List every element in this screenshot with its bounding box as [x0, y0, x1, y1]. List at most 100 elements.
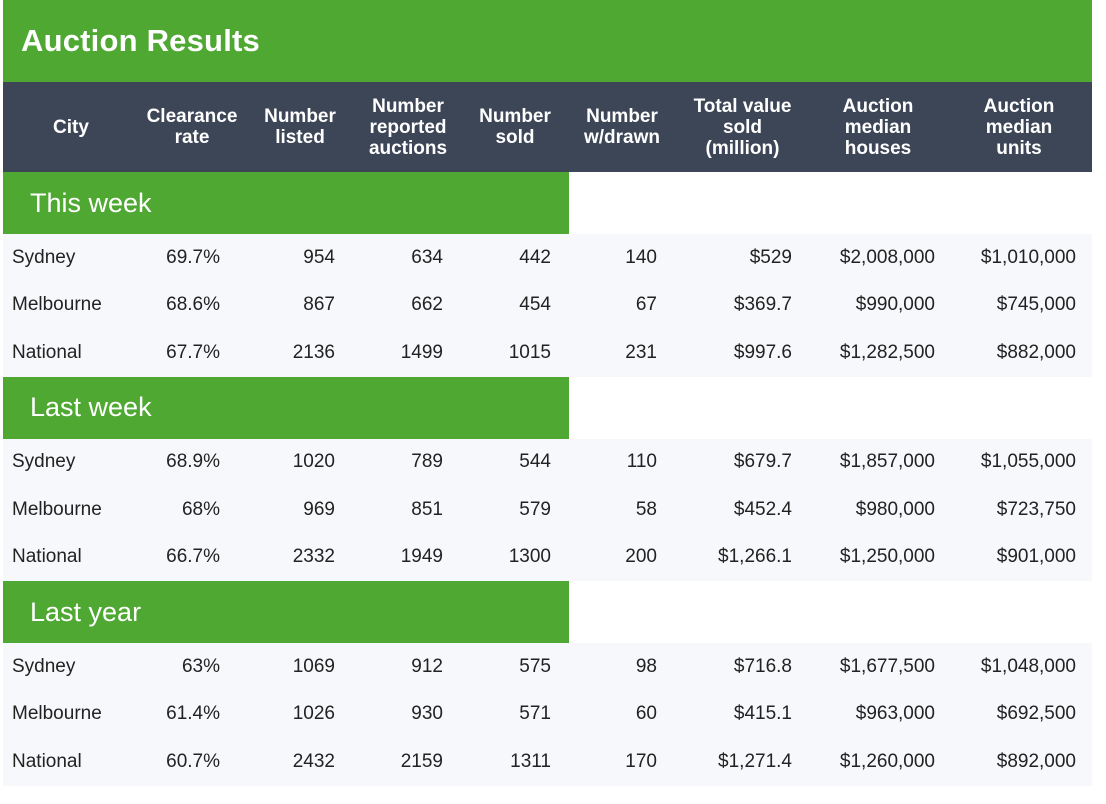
cell-number-reported-auctions: 789 — [355, 438, 461, 486]
cell-number-sold: 454 — [461, 281, 569, 329]
results-table: City Clearance rate Number listed Number re… — [3, 82, 1092, 786]
cell-auction-median-units: $1,048,000 — [946, 643, 1092, 691]
cell-auction-median-houses: $1,250,000 — [810, 533, 946, 581]
cell-total-value-sold: $716.8 — [675, 643, 810, 691]
cell-city: Melbourne — [3, 690, 139, 738]
cell-number-listed: 1020 — [245, 438, 355, 486]
cell-clearance-rate: 60.7% — [139, 738, 245, 786]
table-row: Melbourne 68% 969 851 579 58 $452.4 $980,000 $72… — [3, 486, 1092, 534]
cell-auction-median-houses: $1,857,000 — [810, 438, 946, 486]
cell-number-reported-auctions: 662 — [355, 281, 461, 329]
cell-number-reported-auctions: 912 — [355, 643, 461, 691]
title-bar: Auction Results — [3, 0, 1092, 82]
cell-auction-median-houses: $1,677,500 — [810, 643, 946, 691]
cell-number-withdrawn: 140 — [569, 234, 675, 282]
cell-total-value-sold: $1,266.1 — [675, 533, 810, 581]
table-row: Sydney 69.7% 954 634 442 140 $529 $2,008,000 $1,… — [3, 234, 1092, 282]
cell-number-sold: 1311 — [461, 738, 569, 786]
cell-number-reported-auctions: 930 — [355, 690, 461, 738]
cell-number-withdrawn: 170 — [569, 738, 675, 786]
cell-auction-median-houses: $1,260,000 — [810, 738, 946, 786]
table-row: Sydney 63% 1069 912 575 98 $716.8 $1,677,500 $1,… — [3, 643, 1092, 691]
cell-city: National — [3, 533, 139, 581]
cell-number-withdrawn: 67 — [569, 281, 675, 329]
column-header-city: City — [3, 82, 139, 172]
table-row: National 66.7% 2332 1949 1300 200 $1,266.1 $1,2… — [3, 533, 1092, 581]
cell-total-value-sold: $452.4 — [675, 486, 810, 534]
cell-number-withdrawn: 110 — [569, 438, 675, 486]
table-row: Melbourne 61.4% 1026 930 571 60 $415.1 $963,000… — [3, 690, 1092, 738]
cell-city: Melbourne — [3, 486, 139, 534]
cell-auction-median-houses: $2,008,000 — [810, 234, 946, 282]
cell-number-withdrawn: 231 — [569, 329, 675, 377]
cell-clearance-rate: 68.6% — [139, 281, 245, 329]
cell-number-reported-auctions: 1949 — [355, 533, 461, 581]
column-header-auction-median-houses: Auction median houses — [810, 82, 946, 172]
cell-number-withdrawn: 98 — [569, 643, 675, 691]
table-header: City Clearance rate Number listed Number re… — [3, 82, 1092, 172]
cell-auction-median-units: $901,000 — [946, 533, 1092, 581]
cell-city: Sydney — [3, 438, 139, 486]
table-row: National 60.7% 2432 2159 1311 170 $1,271.4 $1,2… — [3, 738, 1092, 786]
section-label: Last year — [3, 581, 569, 643]
cell-city: Sydney — [3, 643, 139, 691]
cell-clearance-rate: 68% — [139, 486, 245, 534]
cell-number-listed: 2136 — [245, 329, 355, 377]
column-header-clearance-rate: Clearance rate — [139, 82, 245, 172]
cell-auction-median-houses: $980,000 — [810, 486, 946, 534]
cell-auction-median-units: $692,500 — [946, 690, 1092, 738]
header-row: City Clearance rate Number listed Number re… — [3, 82, 1092, 172]
page-title: Auction Results — [21, 23, 260, 58]
cell-auction-median-units: $1,010,000 — [946, 234, 1092, 282]
cell-number-sold: 442 — [461, 234, 569, 282]
cell-number-sold: 575 — [461, 643, 569, 691]
cell-number-sold: 571 — [461, 690, 569, 738]
section-label: This week — [3, 172, 569, 234]
cell-number-reported-auctions: 634 — [355, 234, 461, 282]
cell-total-value-sold: $415.1 — [675, 690, 810, 738]
cell-total-value-sold: $529 — [675, 234, 810, 282]
cell-number-listed: 867 — [245, 281, 355, 329]
cell-number-reported-auctions: 2159 — [355, 738, 461, 786]
cell-auction-median-units: $1,055,000 — [946, 438, 1092, 486]
table-body: This week Sydney 69.7% 954 634 442 140 $529 $2,0… — [3, 172, 1092, 786]
column-header-number-withdrawn: Number w/drawn — [569, 82, 675, 172]
column-header-number-listed: Number listed — [245, 82, 355, 172]
column-header-total-value-sold: Total value sold (million) — [675, 82, 810, 172]
cell-auction-median-houses: $990,000 — [810, 281, 946, 329]
cell-number-withdrawn: 200 — [569, 533, 675, 581]
cell-number-sold: 1015 — [461, 329, 569, 377]
cell-city: Melbourne — [3, 281, 139, 329]
column-header-auction-median-units: Auction median units — [946, 82, 1092, 172]
column-header-number-reported-auctions: Number reported auctions — [355, 82, 461, 172]
cell-number-sold: 544 — [461, 438, 569, 486]
cell-clearance-rate: 63% — [139, 643, 245, 691]
table-row: Sydney 68.9% 1020 789 544 110 $679.7 $1,857,000… — [3, 438, 1092, 486]
table-row: Melbourne 68.6% 867 662 454 67 $369.7 $990,000 $… — [3, 281, 1092, 329]
cell-auction-median-units: $723,750 — [946, 486, 1092, 534]
cell-auction-median-houses: $963,000 — [810, 690, 946, 738]
cell-total-value-sold: $369.7 — [675, 281, 810, 329]
auction-results-panel: Auction Results City Clearance rate Number… — [3, 0, 1092, 786]
cell-number-withdrawn: 58 — [569, 486, 675, 534]
cell-auction-median-houses: $1,282,500 — [810, 329, 946, 377]
cell-total-value-sold: $1,271.4 — [675, 738, 810, 786]
cell-clearance-rate: 68.9% — [139, 438, 245, 486]
cell-total-value-sold: $679.7 — [675, 438, 810, 486]
cell-total-value-sold: $997.6 — [675, 329, 810, 377]
cell-clearance-rate: 61.4% — [139, 690, 245, 738]
cell-city: National — [3, 738, 139, 786]
cell-auction-median-units: $882,000 — [946, 329, 1092, 377]
cell-number-sold: 579 — [461, 486, 569, 534]
cell-number-listed: 1069 — [245, 643, 355, 691]
cell-number-listed: 2432 — [245, 738, 355, 786]
cell-auction-median-units: $892,000 — [946, 738, 1092, 786]
column-header-number-sold: Number sold — [461, 82, 569, 172]
cell-number-sold: 1300 — [461, 533, 569, 581]
cell-city: National — [3, 329, 139, 377]
cell-city: Sydney — [3, 234, 139, 282]
cell-auction-median-units: $745,000 — [946, 281, 1092, 329]
section-row: This week — [3, 172, 1092, 234]
section-row: Last week — [3, 376, 1092, 439]
cell-number-listed: 1026 — [245, 690, 355, 738]
